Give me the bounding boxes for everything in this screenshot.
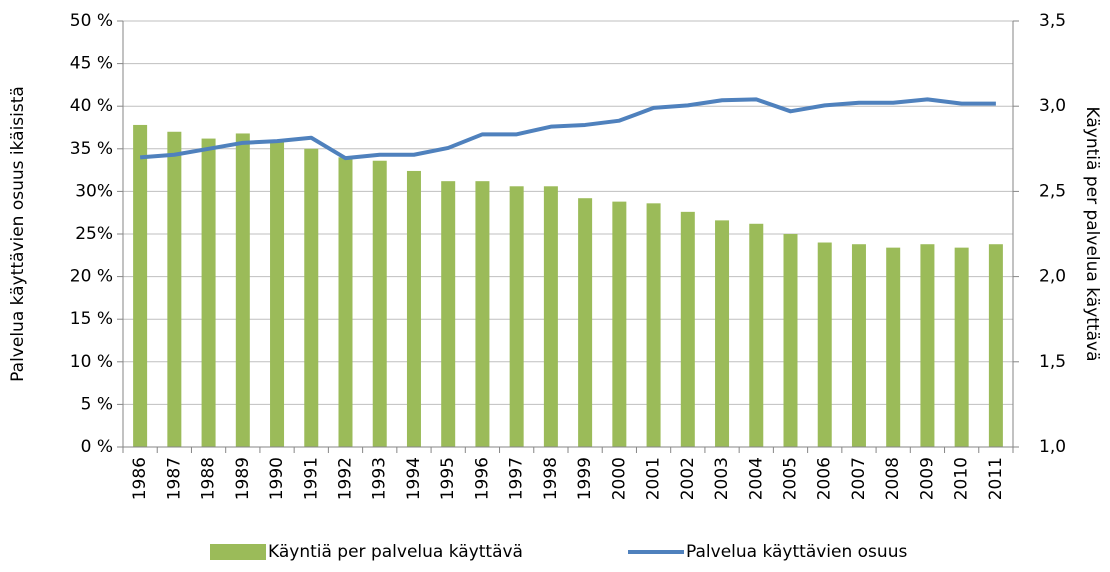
x-tick-label: 1998: [541, 457, 561, 500]
bar: [201, 138, 216, 448]
y-tick-label: 30%: [75, 181, 113, 201]
x-tick-label: 1995: [438, 457, 458, 500]
x-tick-label: 2006: [815, 457, 835, 500]
x-tick-label: 2005: [781, 457, 801, 500]
bar: [270, 140, 285, 447]
x-tick-label: 1990: [267, 457, 287, 500]
y2-tick-label: 2,0: [1039, 267, 1066, 287]
bar: [304, 148, 319, 448]
bar: [749, 223, 764, 447]
x-tick-label: 2007: [849, 457, 869, 500]
y-tick-label: 5 %: [81, 394, 113, 414]
y-tick-label: 50 %: [70, 11, 113, 31]
y-axis-title: Palvelua käyttävien osuus ikäisistä: [8, 86, 28, 382]
x-tick-label: 1991: [301, 457, 321, 500]
y2-tick-label: 2,5: [1039, 181, 1066, 201]
x-tick-label: 2011: [986, 457, 1006, 500]
x-tick-label: 1988: [199, 457, 219, 500]
y-tick-label: 40 %: [70, 96, 113, 116]
x-tick-label: 2010: [952, 457, 972, 500]
bar: [235, 133, 250, 448]
bar: [406, 170, 421, 447]
x-tick-label: 2002: [678, 457, 698, 500]
x-tick-label: 1992: [336, 457, 356, 500]
legend-swatch: [210, 544, 266, 560]
legend-label: Palvelua käyttävien osuus: [686, 542, 907, 562]
bar: [578, 198, 593, 447]
x-tick-label: 2003: [712, 457, 732, 500]
bar: [954, 247, 969, 447]
x-tick-label: 2008: [883, 457, 903, 500]
y-tick-label: 15 %: [70, 309, 113, 329]
x-tick-label: 1993: [370, 457, 390, 500]
bar: [372, 160, 387, 447]
x-tick-label: 2000: [609, 457, 629, 500]
x-tick-label: 2009: [917, 457, 937, 500]
bar: [133, 124, 148, 447]
y-tick-label: 25%: [75, 224, 113, 244]
bar: [817, 242, 832, 447]
bar: [612, 201, 627, 447]
line: [139, 97, 996, 161]
bar: [475, 181, 490, 447]
bar: [646, 203, 661, 447]
bar: [167, 131, 182, 447]
bar: [543, 186, 558, 447]
bar: [988, 244, 1003, 447]
bar: [886, 247, 901, 447]
x-tick-label: 2004: [746, 457, 766, 500]
bar: [851, 244, 866, 447]
y2-axis-title: Käyntiä per palvelua käyttävä: [1082, 107, 1102, 362]
y2-tick-label: 3,0: [1039, 96, 1066, 116]
bar: [441, 181, 456, 447]
y2-tick-label: 1,5: [1039, 352, 1066, 372]
x-tick-label: 1996: [472, 457, 492, 500]
x-tick-label: 1994: [404, 457, 424, 500]
x-tick-label: 2001: [644, 457, 664, 500]
x-tick-label: 1997: [507, 457, 527, 500]
bar: [680, 211, 695, 447]
x-tick-label: 1989: [233, 457, 253, 500]
y-tick-label: 45 %: [70, 54, 113, 74]
x-tick-label: 1987: [164, 457, 184, 500]
legend-label: Käyntiä per palvelua käyttävä: [268, 542, 523, 562]
bar: [920, 244, 935, 447]
bar: [783, 234, 798, 447]
x-tick-label: 1986: [130, 457, 150, 500]
bar: [715, 220, 730, 447]
y-tick-label: 35 %: [70, 139, 113, 159]
bar: [509, 186, 524, 447]
y2-tick-label: 1,0: [1039, 437, 1066, 457]
x-tick-label: 1999: [575, 457, 595, 500]
y-tick-label: 0 %: [81, 437, 113, 457]
bar: [338, 157, 353, 447]
y2-tick-label: 3,5: [1039, 11, 1066, 31]
y-tick-label: 20 %: [70, 267, 113, 287]
y-tick-label: 10 %: [70, 352, 113, 372]
